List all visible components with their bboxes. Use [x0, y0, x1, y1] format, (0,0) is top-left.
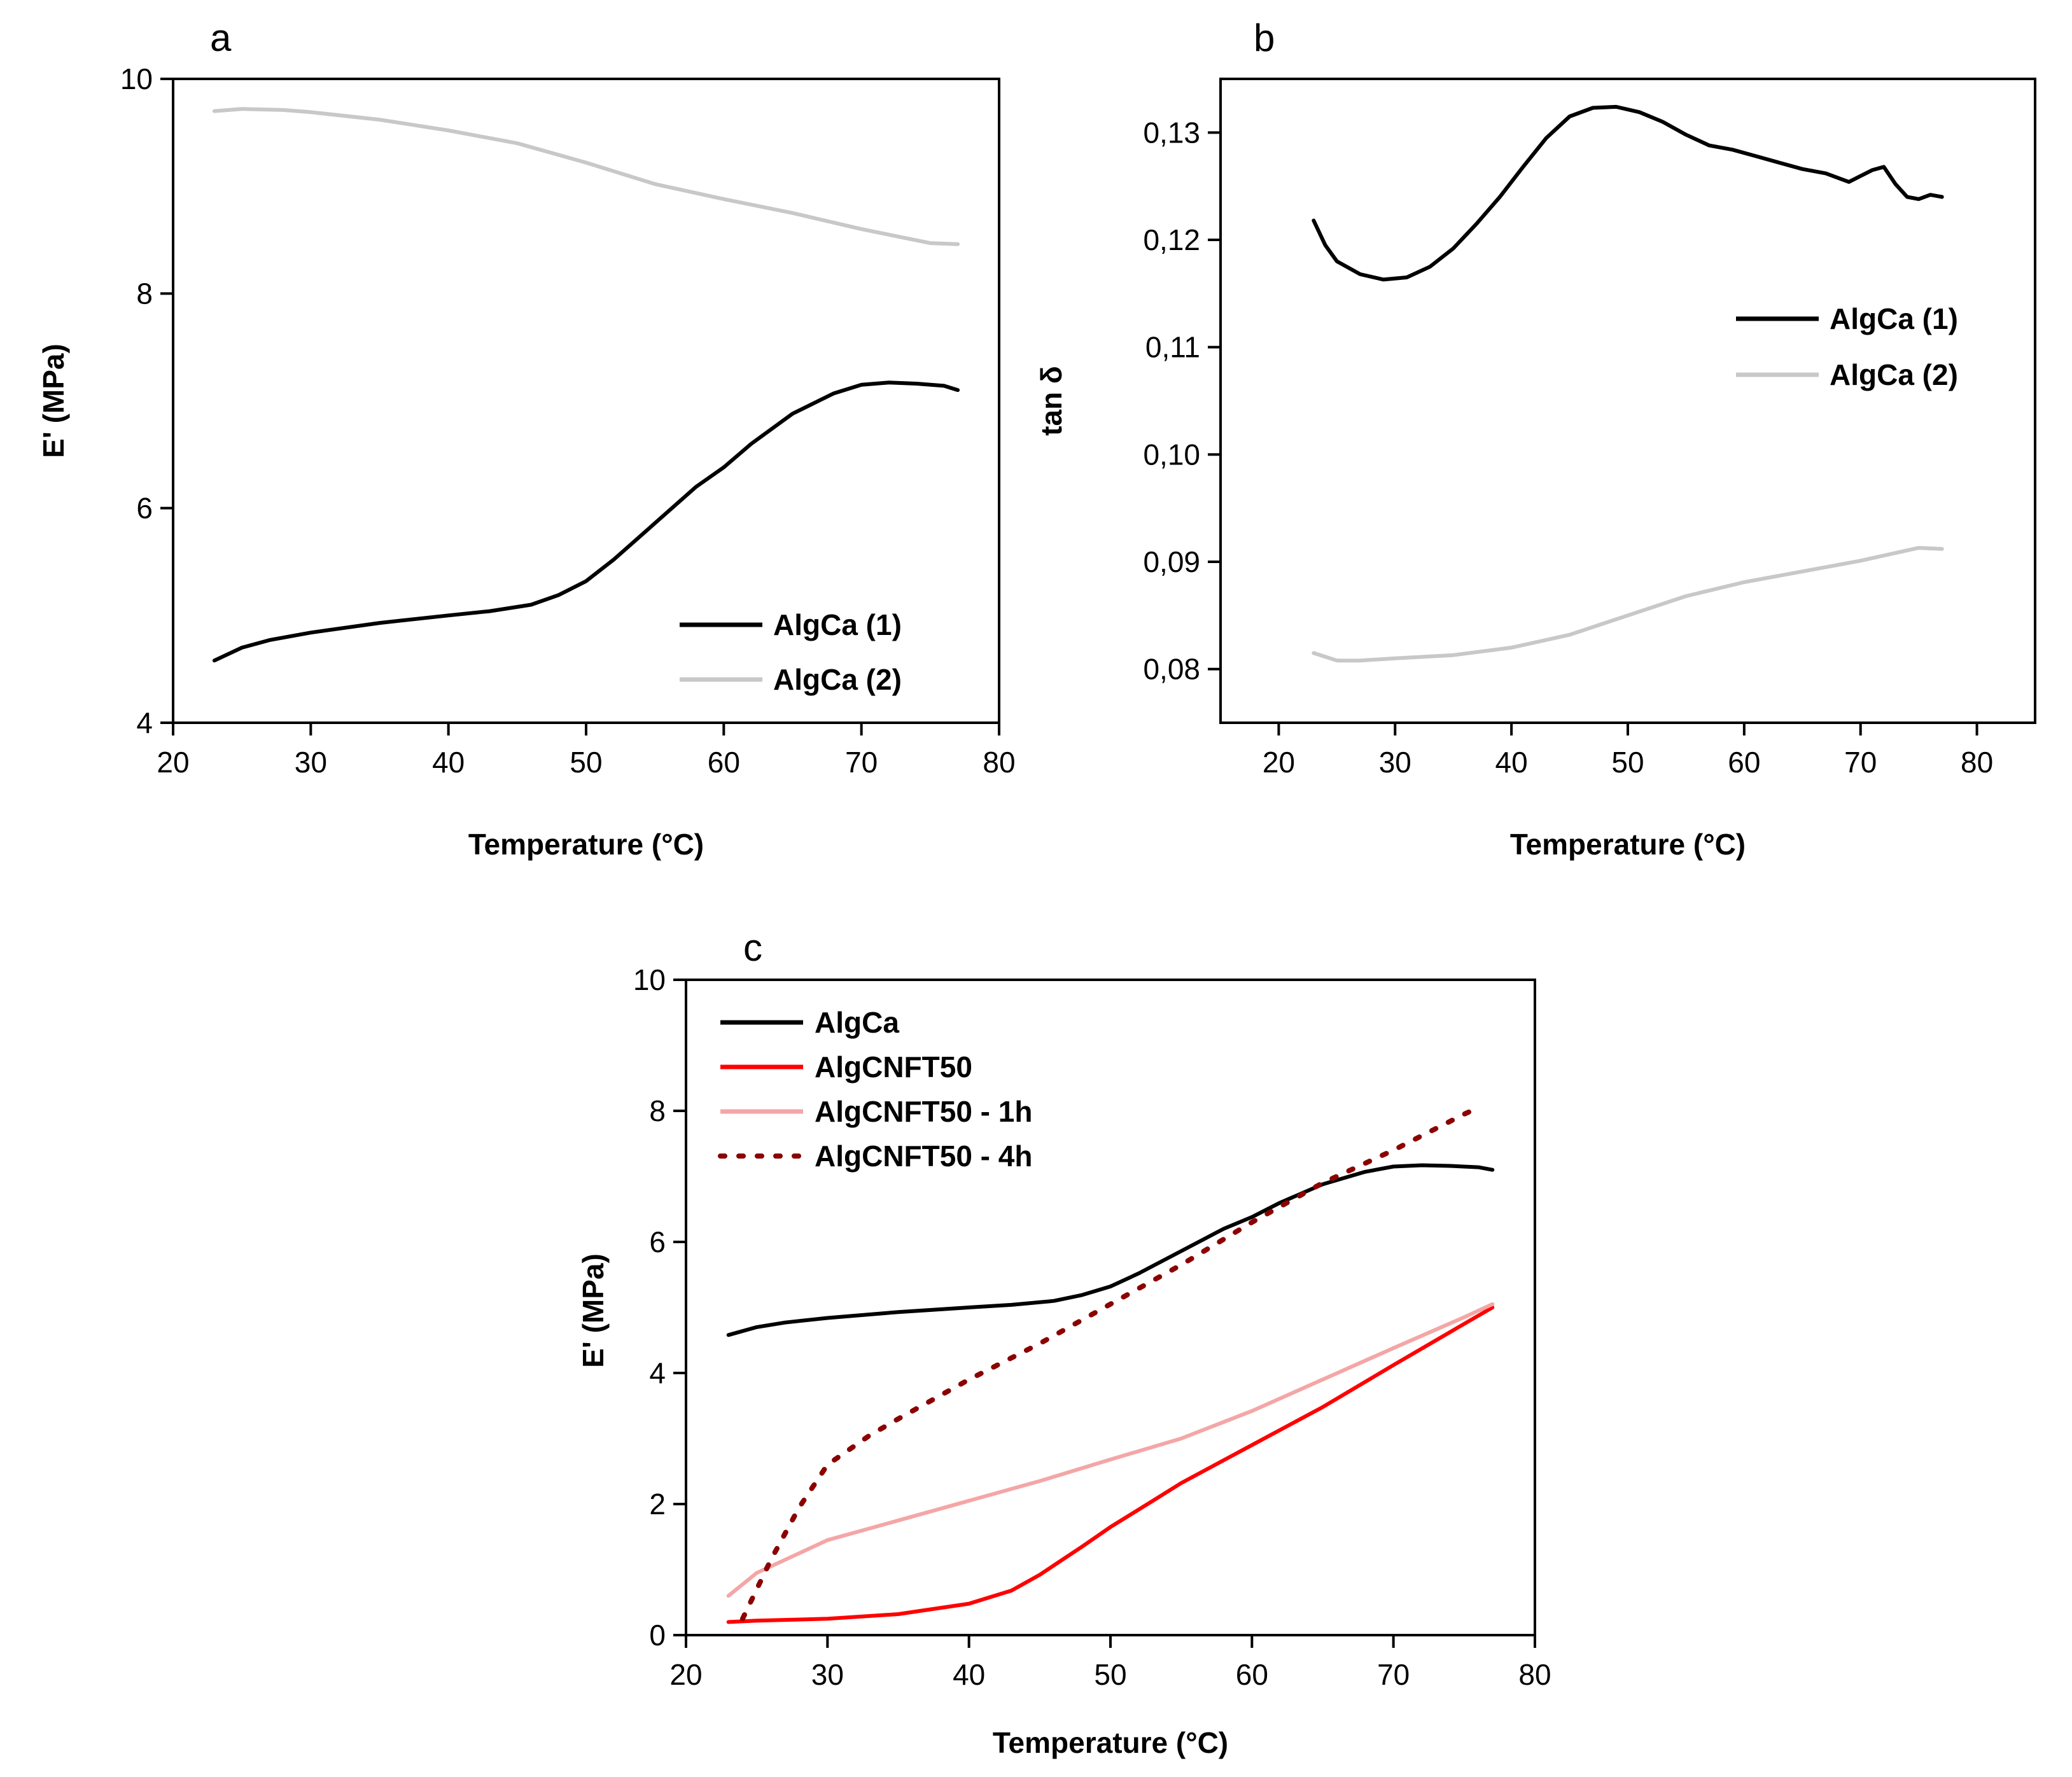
y-tick-label: 2 — [649, 1488, 666, 1521]
y-tick-label: 0,09 — [1143, 545, 1200, 578]
x-tick-label: 30 — [811, 1658, 844, 1691]
x-tick-label: 80 — [1961, 746, 1993, 779]
legend-label: AlgCa (1) — [773, 608, 902, 641]
series-line-algca-1 — [212, 380, 960, 663]
legend-label: AlgCNFT50 — [815, 1050, 972, 1084]
y-tick-label: 4 — [136, 706, 153, 739]
legend-label: AlgCa (2) — [1830, 358, 1958, 391]
x-tick-label: 70 — [845, 746, 878, 779]
panel-c-ticks — [673, 979, 1536, 1648]
x-tick-label: 60 — [1236, 1658, 1268, 1691]
y-tick-label: 0,12 — [1143, 223, 1200, 256]
panel-c-letter: c — [743, 926, 762, 969]
panel-b-legend: AlgCa (1) AlgCa (2) — [1736, 302, 1958, 391]
panel-a-tick-labels: 20 30 40 50 60 70 80 4 6 8 10 — [120, 62, 1016, 779]
panel-a-ticks — [160, 78, 1000, 735]
x-tick-label: 30 — [295, 746, 327, 779]
panel-a-x-axis-label: Temperature (°C) — [468, 828, 704, 861]
legend-label: AlgCa (2) — [773, 663, 902, 696]
y-tick-label: 0 — [649, 1619, 666, 1652]
panel-c-x-axis-label: Temperature (°C) — [993, 1726, 1228, 1759]
series-line-algcnft50-4h — [739, 1105, 1481, 1622]
y-tick-label: 8 — [136, 277, 153, 310]
panel-a-y-axis-label: E' (MPa) — [37, 344, 70, 458]
panel-b-tick-labels: 20 30 40 50 60 70 80 0,08 0,09 0,10 0,11 0,12 0,13 — [1143, 116, 1993, 779]
panel-c: c 20 30 40 50 60 70 80 0 2 4 6 8 10 Temperature (°C)… — [577, 926, 1551, 1759]
series-line-algcnft50-1h — [726, 1302, 1495, 1598]
y-tick-label: 0,11 — [1145, 331, 1200, 364]
x-tick-label: 20 — [157, 746, 189, 779]
x-tick-label: 40 — [1495, 746, 1528, 779]
y-tick-label: 10 — [120, 62, 153, 95]
panel-b: b 20 30 40 50 60 70 80 0,08 0,09 0,10 0,11 0,12 0,13… — [1035, 17, 2036, 861]
legend-label: AlgCa — [815, 1006, 899, 1039]
panel-a: a 20 30 40 50 60 70 80 4 6 8 10 Temperature (°C) E… — [37, 17, 1016, 861]
series-line-algca — [726, 1163, 1495, 1337]
x-tick-label: 40 — [953, 1658, 985, 1691]
panel-c-series — [726, 1105, 1495, 1624]
panel-c-y-axis-label: E' (MPa) — [577, 1253, 610, 1368]
panel-b-letter: b — [1254, 17, 1275, 59]
series-line-algca-1 — [1312, 104, 1944, 282]
y-tick-label: 8 — [649, 1094, 666, 1127]
x-tick-label: 80 — [1518, 1658, 1551, 1691]
y-tick-label: 0,08 — [1143, 653, 1200, 686]
panel-b-series — [1312, 104, 1944, 663]
y-tick-label: 4 — [649, 1356, 666, 1390]
panel-a-legend: AlgCa (1) AlgCa (2) — [680, 608, 902, 696]
x-tick-label: 60 — [708, 746, 740, 779]
panel-a-series — [212, 107, 960, 663]
x-tick-label: 20 — [1263, 746, 1295, 779]
x-tick-label: 30 — [1379, 746, 1411, 779]
x-tick-label: 60 — [1728, 746, 1760, 779]
x-tick-label: 40 — [432, 746, 465, 779]
y-tick-label: 0,13 — [1143, 116, 1200, 149]
x-tick-label: 50 — [1094, 1658, 1126, 1691]
series-line-algcnft50 — [726, 1306, 1495, 1624]
y-tick-label: 10 — [633, 963, 666, 996]
x-tick-label: 50 — [1611, 746, 1644, 779]
legend-label: AlgCNFT50 - 4h — [815, 1139, 1032, 1173]
legend-label: AlgCNFT50 - 1h — [815, 1095, 1032, 1128]
panel-a-letter: a — [210, 17, 232, 59]
y-tick-label: 6 — [136, 492, 153, 525]
y-tick-label: 6 — [649, 1225, 666, 1258]
x-tick-label: 80 — [983, 746, 1015, 779]
series-line-algca-2 — [212, 107, 960, 246]
panel-b-x-axis-label: Temperature (°C) — [1510, 828, 1746, 861]
y-tick-label: 0,10 — [1143, 438, 1200, 471]
x-tick-label: 50 — [570, 746, 602, 779]
panel-b-y-axis-label: tan δ — [1035, 366, 1068, 436]
panel-b-ticks — [1208, 131, 1978, 735]
series-line-algca-2 — [1312, 546, 1944, 663]
legend-label: AlgCa (1) — [1830, 302, 1958, 335]
panel-c-tick-labels: 20 30 40 50 60 70 80 0 2 4 6 8 10 — [633, 963, 1551, 1691]
x-tick-label: 70 — [1844, 746, 1877, 779]
x-tick-label: 70 — [1377, 1658, 1410, 1691]
panel-c-legend: AlgCa AlgCNFT50 AlgCNFT50 - 1h AlgCNFT50… — [718, 1006, 1032, 1173]
x-tick-label: 20 — [669, 1658, 702, 1691]
